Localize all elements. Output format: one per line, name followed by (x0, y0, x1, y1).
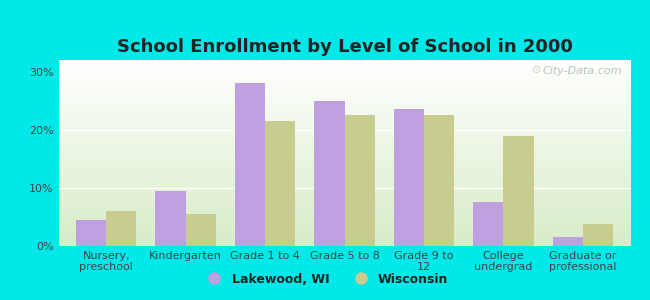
Bar (186, 214, 216, 246)
Title: School Enrollment by Level of School in 2000: School Enrollment by Level of School in … (116, 38, 573, 56)
Bar (315, 101, 344, 246)
Bar (155, 191, 186, 246)
Legend: Lakewood, WI, Wisconsin: Lakewood, WI, Wisconsin (196, 268, 454, 291)
Bar (503, 136, 534, 246)
Bar (394, 110, 424, 246)
Bar (106, 211, 136, 246)
Bar (265, 121, 295, 246)
Bar (424, 115, 454, 246)
Bar (344, 115, 374, 246)
Text: City-Data.com: City-Data.com (542, 66, 622, 76)
Bar (76, 220, 106, 246)
Bar (235, 83, 265, 246)
Bar (552, 237, 583, 246)
Bar (583, 224, 613, 246)
Bar (473, 202, 503, 246)
Text: ⊙: ⊙ (532, 64, 542, 75)
